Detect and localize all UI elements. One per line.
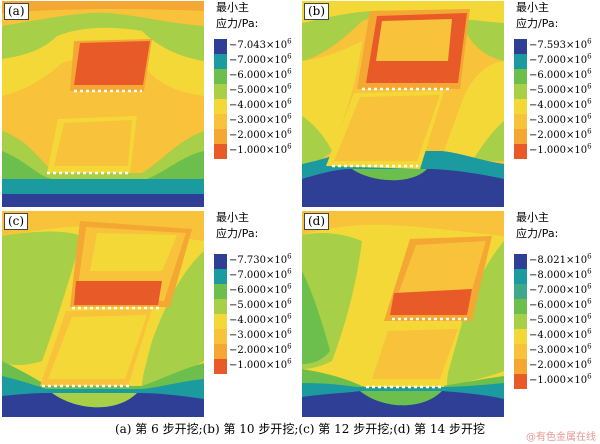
- contour-plot-d: (d): [302, 211, 504, 417]
- panel-tag: (d): [304, 213, 330, 230]
- legend-value: −8.000×106: [529, 267, 592, 281]
- legend-swatch: [514, 99, 527, 114]
- legend-title: 最小主 应力/Pa:: [216, 211, 259, 240]
- legend: 最小主 应力/Pa: −7.593×106 −7.000×106 −6.000×…: [510, 0, 600, 200]
- legend-value: −7.000×106: [529, 52, 592, 66]
- legend-swatch: [214, 359, 227, 374]
- legend-value: −6.000×106: [529, 297, 592, 311]
- legend-value: −2.000×106: [529, 127, 592, 141]
- legend-swatch: [514, 129, 527, 144]
- legend-value: −2.000×106: [229, 127, 292, 141]
- legend-value: −7.593×106: [529, 37, 592, 51]
- contour-plot-a: (a): [2, 1, 204, 207]
- legend-value: −1.000×106: [229, 142, 292, 156]
- legend-swatch: [514, 299, 527, 314]
- legend-swatch: [214, 69, 227, 84]
- legend-swatch: [214, 39, 227, 54]
- legend-value: −5.000×106: [529, 82, 592, 96]
- legend-swatch: [514, 359, 527, 374]
- legend-swatch: [214, 254, 227, 269]
- legend-value: −3.000×106: [529, 112, 592, 126]
- legend-swatch: [214, 144, 227, 159]
- legend-value: −8.021×106: [529, 252, 592, 266]
- panel-d: (d) 最小主 应力/Pa: −8.021×106 −8.000×106 −7.…: [300, 210, 600, 420]
- legend-value: −1.000×106: [529, 142, 592, 156]
- watermark: @有色金属在线: [526, 432, 596, 443]
- panel-b: (b) 最小主 应力/Pa: −7.593×106 −7.000×106 −6.…: [300, 0, 600, 210]
- legend-value: −4.000×106: [529, 97, 592, 111]
- legend: 最小主 应力/Pa: −7.730×106 −7.000×106 −6.000×…: [210, 210, 300, 410]
- legend-swatch: [514, 329, 527, 344]
- legend-swatch: [514, 84, 527, 99]
- figure-caption: (a) 第 6 步开挖;(b) 第 10 步开挖;(c) 第 12 步开挖;(d…: [114, 422, 486, 436]
- legend-swatch: [214, 54, 227, 69]
- legend-swatch: [214, 314, 227, 329]
- legend-swatch: [514, 39, 527, 54]
- legend-value: −5.000×106: [229, 82, 292, 96]
- legend-swatch: [514, 269, 527, 284]
- legend-value: −3.000×106: [529, 342, 592, 356]
- contour-plot-b: (b): [302, 1, 504, 207]
- panel-c: (c) 最小主 应力/Pa: −7.730×106 −7.000×106 −6.…: [0, 210, 300, 420]
- legend-value: −7.000×106: [529, 282, 592, 296]
- legend-value: −3.000×106: [229, 327, 292, 341]
- legend-value: −7.000×106: [229, 267, 292, 281]
- legend-swatch: [214, 84, 227, 99]
- legend-swatch: [214, 269, 227, 284]
- panel-a: (a) 最小主 应力/Pa: −7.043×106 −7.000×106 −6.…: [0, 0, 300, 210]
- legend-value: −4.000×106: [229, 97, 292, 111]
- legend-title: 最小主 应力/Pa:: [516, 1, 559, 30]
- legend: 最小主 应力/Pa: −8.021×106 −8.000×106 −7.000×…: [510, 210, 600, 410]
- legend-swatch: [214, 99, 227, 114]
- legend-title: 最小主 应力/Pa:: [516, 211, 559, 240]
- legend-value: −2.000×106: [229, 342, 292, 356]
- legend-swatch: [214, 114, 227, 129]
- legend-swatch: [514, 114, 527, 129]
- legend-value: −5.000×106: [229, 297, 292, 311]
- legend-value: −7.000×106: [229, 52, 292, 66]
- legend: 最小主 应力/Pa: −7.043×106 −7.000×106 −6.000×…: [210, 0, 300, 200]
- legend-value: −1.000×106: [229, 357, 292, 371]
- legend-value: −6.000×106: [229, 282, 292, 296]
- legend-swatch: [514, 374, 527, 389]
- contour-plot-c: (c): [2, 211, 204, 417]
- legend-swatch: [514, 144, 527, 159]
- legend-swatch: [514, 54, 527, 69]
- legend-swatch: [514, 314, 527, 329]
- legend-swatch: [514, 344, 527, 359]
- legend-value: −7.043×106: [229, 37, 292, 51]
- panel-tag: (a): [4, 3, 29, 20]
- legend-value: −6.000×106: [229, 67, 292, 81]
- panel-tag: (b): [304, 3, 330, 20]
- legend-swatch: [214, 284, 227, 299]
- legend-swatch: [514, 254, 527, 269]
- legend-swatch: [514, 284, 527, 299]
- legend-value: −3.000×106: [229, 112, 292, 126]
- legend-value: −7.730×106: [229, 252, 292, 266]
- legend-value: −4.000×106: [229, 312, 292, 326]
- legend-swatch: [514, 69, 527, 84]
- legend-swatch: [214, 329, 227, 344]
- legend-swatch: [214, 299, 227, 314]
- legend-swatch: [214, 344, 227, 359]
- legend-value: −5.000×106: [529, 312, 592, 326]
- legend-value: −6.000×106: [529, 67, 592, 81]
- legend-title: 最小主 应力/Pa:: [216, 1, 259, 30]
- legend-value: −4.000×106: [529, 327, 592, 341]
- legend-value: −2.000×106: [529, 357, 592, 371]
- legend-value: −1.000×106: [529, 372, 592, 386]
- panel-tag: (c): [4, 213, 29, 230]
- legend-swatch: [214, 129, 227, 144]
